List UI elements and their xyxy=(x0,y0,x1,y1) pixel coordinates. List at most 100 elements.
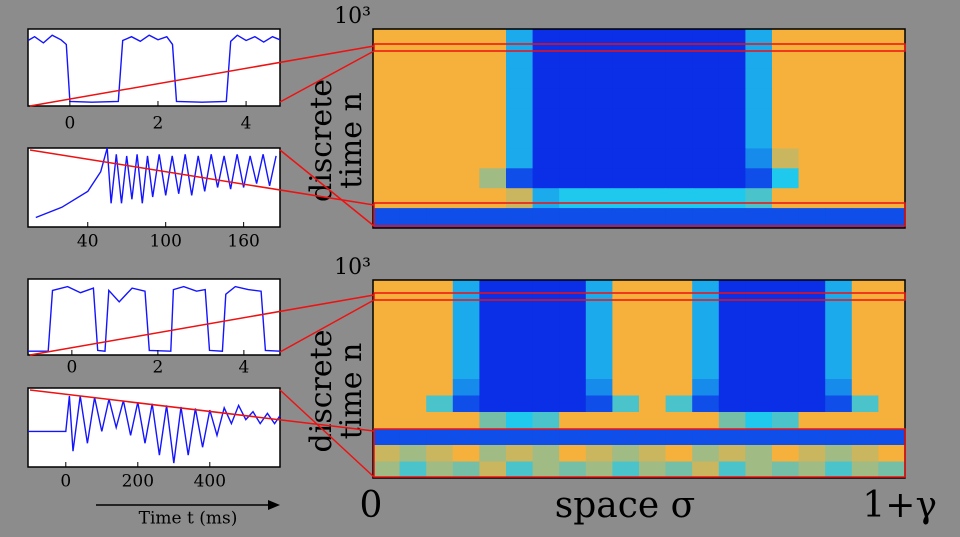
heat-cell xyxy=(426,362,454,380)
heat-cell xyxy=(532,88,560,110)
heat-cell xyxy=(532,108,560,129)
heat-cell xyxy=(399,280,427,297)
heat-cell xyxy=(426,148,454,169)
heat-cell xyxy=(559,395,587,413)
heat-cell xyxy=(452,48,480,70)
heat-cell xyxy=(532,329,560,347)
heat-cell xyxy=(585,461,613,479)
heat-cell xyxy=(745,379,773,396)
heat-cell xyxy=(399,379,427,396)
y-tick-label: 10³ xyxy=(334,255,371,280)
heat-cell xyxy=(718,280,746,297)
heat-cell xyxy=(452,68,480,90)
heat-cell xyxy=(506,148,534,169)
zoom-box xyxy=(373,202,906,227)
heat-cell xyxy=(426,188,454,209)
heat-cell xyxy=(878,395,906,413)
heat-cell xyxy=(665,128,693,149)
heat-cell xyxy=(506,280,534,297)
heat-cell xyxy=(878,148,906,169)
heat-cell xyxy=(825,188,853,209)
heat-cell xyxy=(559,329,587,347)
heat-cell xyxy=(798,296,826,314)
heat-cell xyxy=(772,280,800,297)
heat-cell xyxy=(532,362,560,380)
heat-cell xyxy=(506,188,534,209)
heat-cell xyxy=(479,88,507,110)
heat-cell xyxy=(825,296,853,314)
heat-cell xyxy=(798,108,826,129)
heat-cell xyxy=(878,168,906,189)
heat-cell xyxy=(426,168,454,189)
heat-cell xyxy=(825,148,853,169)
heat-cell xyxy=(878,188,906,209)
heat-cell xyxy=(825,428,853,446)
heat-cell xyxy=(479,313,507,330)
heat-cell xyxy=(506,168,534,189)
heat-cell xyxy=(452,461,480,479)
heat-cell xyxy=(772,88,800,110)
signal-line xyxy=(28,285,281,352)
heat-cell xyxy=(612,168,640,189)
heat-cell xyxy=(878,362,906,380)
heat-cell xyxy=(825,48,853,70)
heat-cell xyxy=(506,412,534,429)
heat-cell xyxy=(745,128,773,149)
heat-cell xyxy=(452,428,480,446)
zoom-box xyxy=(373,428,906,478)
heat-cell xyxy=(452,395,480,413)
heat-cell xyxy=(692,128,720,149)
heat-cell xyxy=(532,148,560,169)
heat-cell xyxy=(426,68,454,90)
heat-cell xyxy=(585,188,613,209)
heat-cell xyxy=(878,48,906,70)
heat-cell xyxy=(612,379,640,396)
heat-cell xyxy=(745,280,773,297)
heat-cell xyxy=(452,208,480,229)
heat-cell xyxy=(585,329,613,347)
heat-cell xyxy=(639,412,667,429)
heat-cell xyxy=(665,445,693,462)
heat-cell xyxy=(452,296,480,314)
x-tick-label: 200 xyxy=(122,472,154,492)
heat-cell xyxy=(798,29,826,50)
heat-cell xyxy=(851,362,879,380)
heat-cell xyxy=(718,168,746,189)
heat-cell xyxy=(373,168,401,189)
heat-cell xyxy=(585,428,613,446)
heat-cell xyxy=(851,280,879,297)
heat-cell xyxy=(612,128,640,149)
heat-cell xyxy=(851,148,879,169)
heat-cell xyxy=(718,428,746,446)
x-tick-label: 2 xyxy=(152,358,163,378)
heat-cell xyxy=(373,48,401,70)
plot-frame xyxy=(27,28,281,107)
heat-cell xyxy=(639,128,667,149)
heat-cell xyxy=(772,346,800,363)
heat-cell xyxy=(772,461,800,479)
heat-cell xyxy=(452,412,480,429)
heat-cell xyxy=(612,428,640,446)
heat-cell xyxy=(639,445,667,462)
heat-cell xyxy=(559,313,587,330)
heat-cell xyxy=(692,412,720,429)
heat-cell xyxy=(506,461,534,479)
heat-cell xyxy=(532,68,560,90)
heat-cell xyxy=(426,346,454,363)
heat-cell xyxy=(718,208,746,229)
heat-cell xyxy=(639,168,667,189)
heat-cell xyxy=(825,412,853,429)
heat-cell xyxy=(612,296,640,314)
heat-cell xyxy=(745,148,773,169)
heat-cell xyxy=(851,68,879,90)
heat-cell xyxy=(585,313,613,330)
heat-cell xyxy=(665,296,693,314)
heat-cell xyxy=(559,208,587,229)
heat-cell xyxy=(559,362,587,380)
heat-cell xyxy=(426,48,454,70)
heat-cell xyxy=(506,395,534,413)
heat-cell xyxy=(452,168,480,189)
zoom-box xyxy=(373,292,906,301)
heat-cell xyxy=(452,379,480,396)
heat-cell xyxy=(745,296,773,314)
